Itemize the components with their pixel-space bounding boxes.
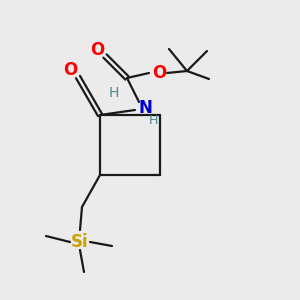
- Text: H: H: [148, 113, 158, 127]
- Text: O: O: [63, 61, 77, 79]
- Text: O: O: [90, 41, 104, 59]
- Text: O: O: [152, 64, 166, 82]
- Text: H: H: [109, 86, 119, 100]
- Text: N: N: [138, 99, 152, 117]
- Text: Si: Si: [71, 233, 89, 251]
